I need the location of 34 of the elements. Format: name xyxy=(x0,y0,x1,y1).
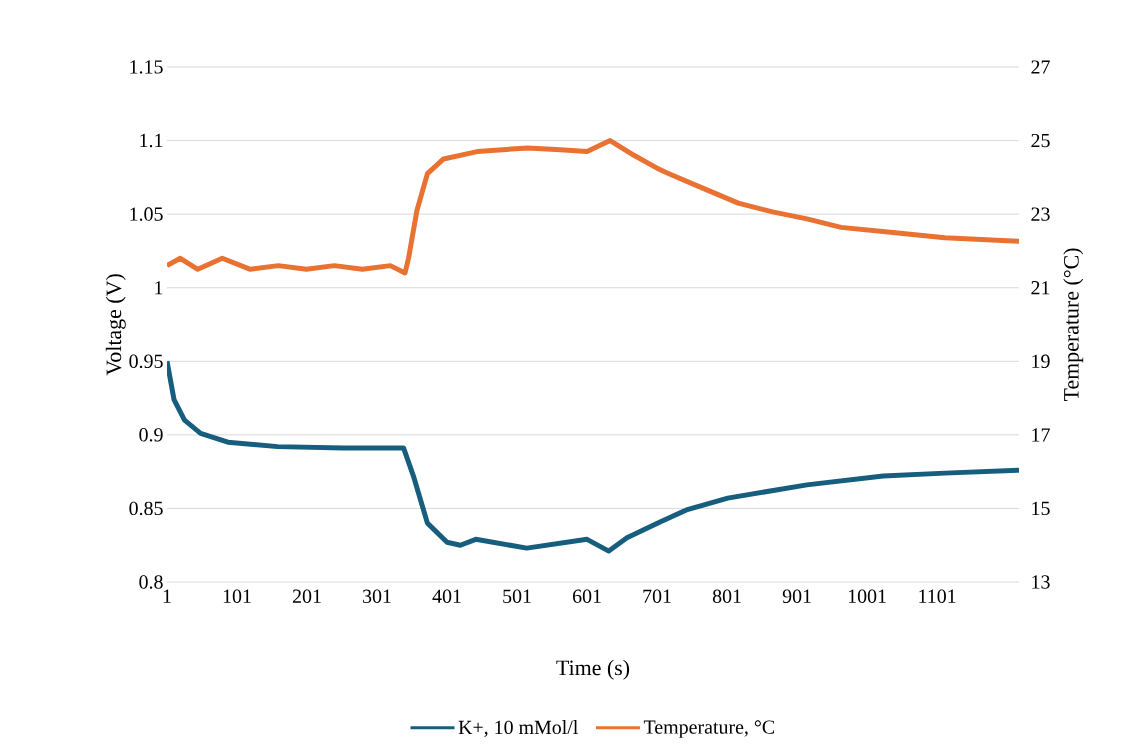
y2-tick-label: 21 xyxy=(1031,281,1050,295)
y2-tick-label: 27 xyxy=(1031,60,1050,74)
y-axis-title: Voltage (V) xyxy=(105,274,126,376)
x-tick-label: 501 xyxy=(503,589,531,603)
x-tick-label: 601 xyxy=(572,589,601,603)
x-tick-label: 801 xyxy=(712,589,741,603)
x-tick-label: 201 xyxy=(292,589,321,603)
line-series xyxy=(167,138,1020,276)
y2-tick-label: 19 xyxy=(1032,354,1050,368)
y-tick-label: 0.9 xyxy=(139,428,163,442)
legend-label: K+, 10 mMol/l xyxy=(458,720,578,737)
line-series xyxy=(167,358,1020,554)
x-tick-label: 1101 xyxy=(919,589,956,603)
y2-tick-label: 23 xyxy=(1031,207,1050,221)
y2-tick-label: 13 xyxy=(1032,575,1050,589)
x-axis-title: Time (s) xyxy=(556,659,630,680)
y-tick-label: 1.05 xyxy=(130,207,163,221)
x-tick-label: 101 xyxy=(223,589,251,603)
x-tick-label: 401 xyxy=(432,589,461,603)
x-tick-label: 1001 xyxy=(848,589,886,603)
x-tick-label: 301 xyxy=(363,589,391,603)
y-tick-label: 0.85 xyxy=(129,501,163,516)
y2-tick-label: 17 xyxy=(1032,428,1050,442)
x-tick-label: 901 xyxy=(782,589,811,603)
legend-label: Temperature, °C xyxy=(643,720,775,738)
y-tick-label: 1 xyxy=(155,281,163,295)
y-tick-label: 0.95 xyxy=(129,354,163,369)
x-tick-label: 701 xyxy=(643,589,671,603)
y-tick-label: 1.1 xyxy=(140,133,163,148)
y-tick-label: 0.8 xyxy=(139,575,163,589)
y-tick-label: 1.15 xyxy=(130,60,163,74)
y2-axis-title: Temperature (°C) xyxy=(1063,248,1084,402)
y2-tick-label: 15 xyxy=(1032,501,1050,516)
y2-tick-label: 25 xyxy=(1031,133,1050,148)
